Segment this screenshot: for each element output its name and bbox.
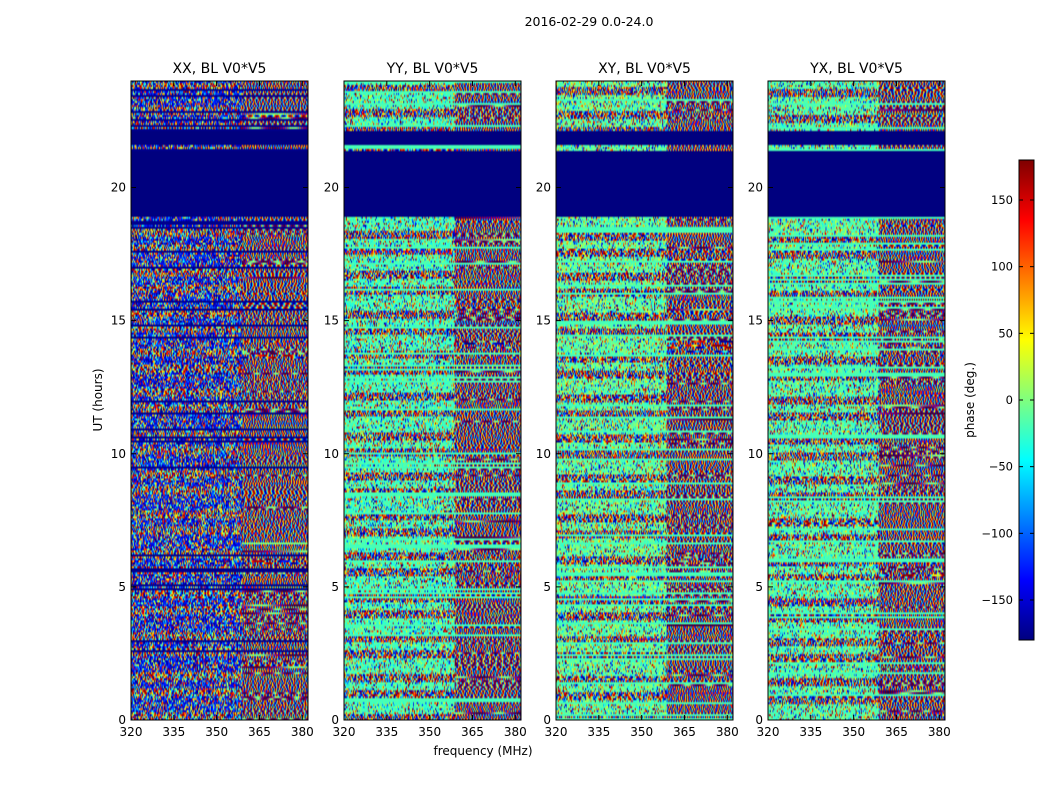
colorbar: 150 100 50 0 −50 −100 −150 phase (deg.) [963, 159, 1035, 641]
x-tick-label: 335 [587, 725, 610, 739]
y-tick-label: 20 [111, 181, 126, 195]
y-tick-label: 20 [536, 181, 551, 195]
panel-title: XY, BL V0*V5 [598, 61, 691, 77]
panel-title: YY, BL V0*V5 [386, 61, 479, 77]
x-tick-label: 335 [799, 725, 822, 739]
x-tick-label: 365 [885, 725, 908, 739]
y-tick-label: 5 [543, 580, 551, 594]
x-tick-label: 320 [333, 725, 356, 739]
x-tick-label: 365 [248, 725, 271, 739]
colorbar-tick-label: 50 [998, 326, 1013, 340]
panel-xx: XX, BL V0*V5 320 335 350 365 380 0 5 10 15 20 [111, 61, 314, 739]
colorbar-tick-label: 150 [991, 193, 1013, 207]
y-tick-label: 0 [543, 713, 551, 727]
x-tick-label: 380 [504, 725, 527, 739]
colorbar-ticks: 150 100 50 0 −50 −100 −150 [981, 193, 1034, 607]
x-tick-label: 335 [162, 725, 185, 739]
panel-title: YX, BL V0*V5 [809, 61, 903, 77]
y-tick-label: 10 [748, 447, 763, 461]
x-tick-label: 350 [630, 725, 653, 739]
x-axis-label: frequency (MHz) [433, 744, 532, 758]
phase-heatmap-xy [556, 81, 733, 720]
x-tick-label: 365 [461, 725, 484, 739]
y-tick-label: 20 [748, 181, 763, 195]
x-tick-label: 380 [928, 725, 951, 739]
x-tick-label: 320 [120, 725, 143, 739]
x-tick-label: 350 [842, 725, 865, 739]
y-tick-label: 0 [118, 713, 126, 727]
colorbar-tick-label: −50 [989, 460, 1013, 474]
colorbar-tick-label: 0 [1006, 393, 1013, 407]
colorbar-tick-label: 100 [991, 260, 1013, 274]
panel-frame [555, 80, 734, 721]
x-tick-label: 350 [205, 725, 228, 739]
phase-heatmap-yx [768, 81, 945, 720]
x-tick-label: 380 [291, 725, 314, 739]
y-tick-label: 15 [748, 314, 763, 328]
panel-frame [767, 80, 946, 721]
panel-title: XX, BL V0*V5 [173, 61, 267, 77]
y-tick-label: 15 [536, 314, 551, 328]
x-tick-label: 380 [716, 725, 739, 739]
y-tick-label: 10 [536, 447, 551, 461]
x-tick-label: 365 [673, 725, 696, 739]
y-tick-label: 5 [755, 580, 763, 594]
phase-heatmap-yy [344, 81, 521, 720]
colorbar-label: phase (deg.) [963, 362, 977, 438]
y-tick-label: 0 [331, 713, 339, 727]
x-tick-label: 350 [418, 725, 441, 739]
colorbar-tick-label: −100 [981, 526, 1013, 540]
y-tick-label: 15 [111, 314, 126, 328]
panel-frame [343, 80, 522, 721]
panel-yx: YX, BL V0*V5 320 335 350 365 380 0 5 10 15 20 [748, 61, 951, 739]
panel-yy: YY, BL V0*V5 320 335 350 365 380 0 5 10 15 20 [324, 61, 527, 739]
phase-heatmap-xx [131, 81, 308, 720]
y-tick-label: 15 [324, 314, 339, 328]
colorbar-tick-label: −150 [981, 593, 1013, 607]
panel-xy: XY, BL V0*V5 320 335 350 365 380 0 5 10 15 20 [536, 61, 739, 739]
y-tick-label: 10 [111, 447, 126, 461]
panel-frame [130, 80, 309, 721]
x-tick-label: 320 [757, 725, 780, 739]
y-tick-label: 5 [118, 580, 126, 594]
y-tick-label: 0 [755, 713, 763, 727]
y-tick-label: 5 [331, 580, 339, 594]
x-tick-label: 320 [545, 725, 568, 739]
figure-title: 2016-02-29 0.0-24.0 [525, 14, 654, 29]
y-tick-label: 20 [324, 181, 339, 195]
x-tick-label: 335 [375, 725, 398, 739]
y-tick-label: 10 [324, 447, 339, 461]
y-axis-label: UT (hours) [91, 368, 105, 431]
